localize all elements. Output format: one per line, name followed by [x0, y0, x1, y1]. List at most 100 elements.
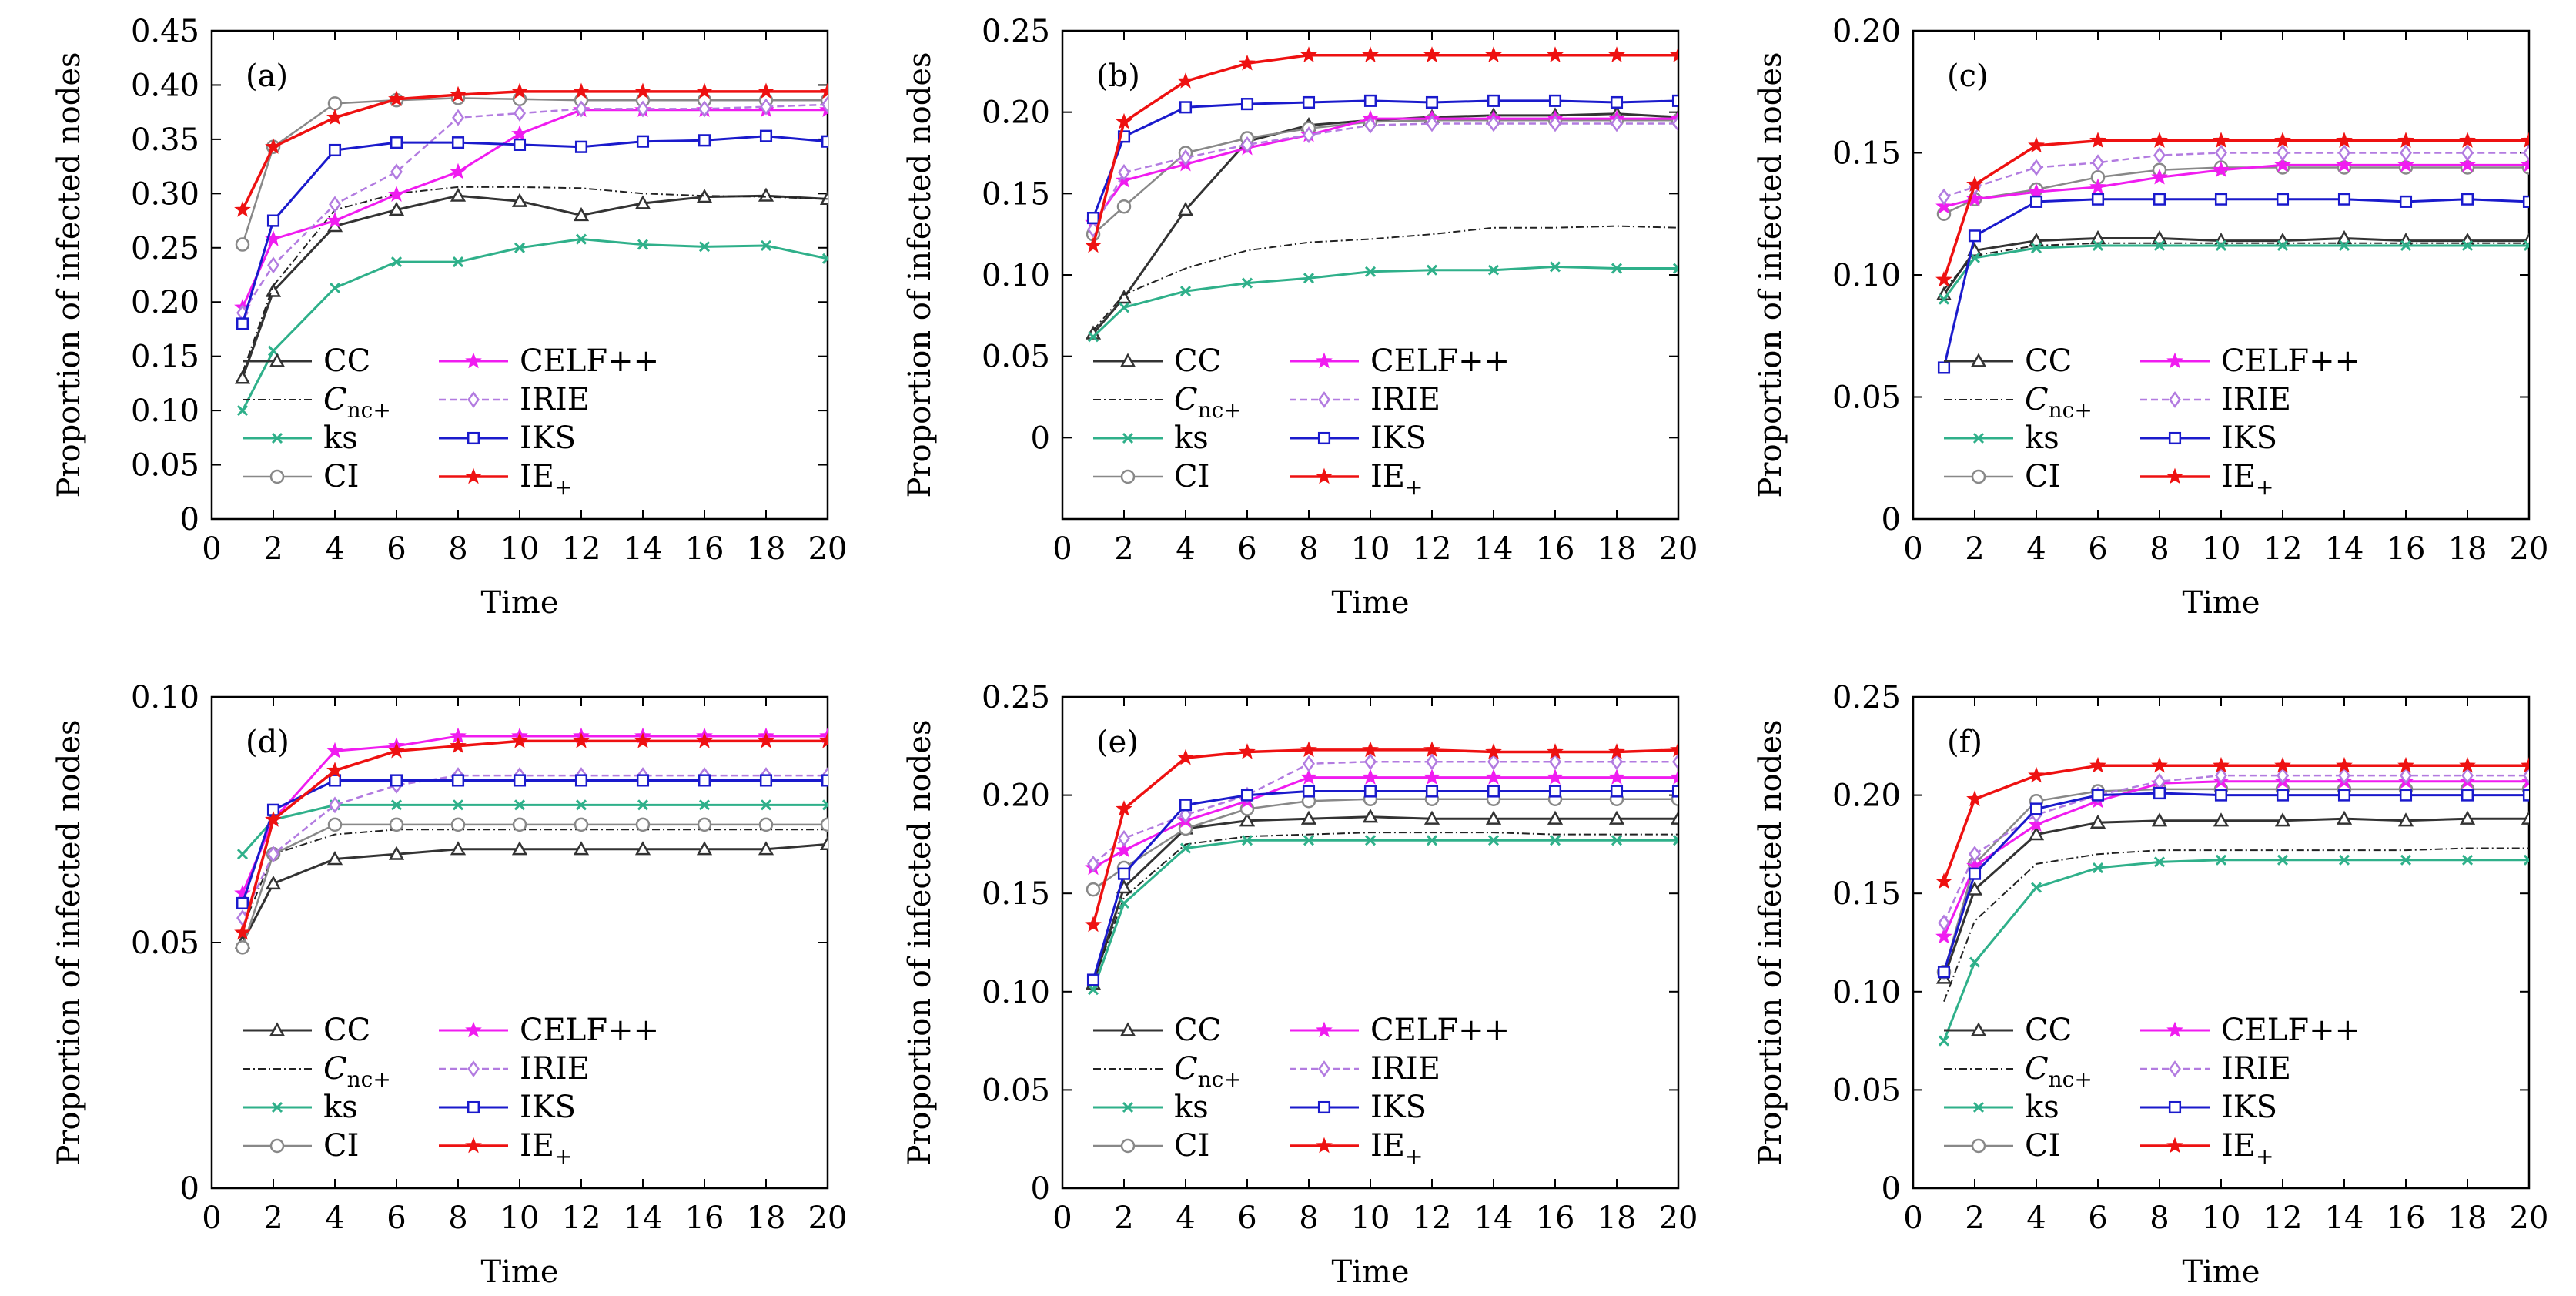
point-irie: [2523, 144, 2529, 162]
x-tick-label: 12: [1413, 531, 1452, 567]
point-irie: [1179, 149, 1192, 166]
point-ie: [634, 732, 651, 748]
point-ie: [1670, 46, 1678, 62]
x-tick-label: 10: [500, 1201, 540, 1236]
point-ie: [1300, 741, 1317, 758]
point-irie: [329, 196, 341, 213]
point-ks: [1969, 956, 1981, 968]
point-cc: [1423, 810, 1440, 825]
point-cc: [450, 187, 467, 202]
point-ks: [514, 799, 526, 811]
point-cc: [1485, 810, 1502, 825]
point-iks: [821, 135, 828, 148]
point-iks: [1363, 785, 1377, 798]
point-irie: [2215, 767, 2227, 785]
x-axis-label: Time: [1331, 585, 1409, 621]
series-line-cc: [1092, 112, 1678, 335]
series-line-cnc: [1092, 832, 1678, 983]
legend-label-ks: ks: [2025, 420, 2059, 456]
point-ie: [2397, 756, 2414, 773]
point-ks: [1549, 261, 1561, 273]
legend-label-iks: IKS: [1370, 420, 1427, 456]
x-tick-label: 20: [808, 1201, 848, 1236]
point-ie: [1670, 741, 1678, 758]
point-ks: [1611, 263, 1623, 274]
point-irie: [2400, 767, 2412, 785]
point-iks: [1548, 785, 1562, 798]
point-cc: [511, 841, 528, 856]
point-ie: [1608, 743, 1625, 759]
y-tick-label: 0: [1031, 1171, 1050, 1207]
x-tick-label: 6: [2088, 531, 2107, 567]
x-tick-label: 14: [624, 1201, 663, 1236]
x-axis-label: Time: [480, 585, 558, 621]
point-ie: [2459, 132, 2476, 148]
point-ci: [697, 817, 712, 832]
x-tick-label: 16: [2387, 1201, 2426, 1236]
point-iks: [698, 774, 711, 787]
legend-label-ci: CI: [1174, 1128, 1209, 1164]
point-ci: [820, 817, 828, 832]
x-tick-label: 2: [1114, 1201, 1133, 1236]
point-irie: [1672, 115, 1678, 132]
point-cc: [1608, 810, 1625, 825]
point-ks: [2523, 854, 2529, 866]
point-irie: [390, 163, 403, 181]
legend-label-ci: CI: [323, 459, 359, 494]
point-iks: [1548, 94, 1562, 107]
x-tick-label: 20: [808, 531, 848, 567]
y-tick-label: 0: [1882, 1171, 1901, 1207]
point-ci: [235, 940, 250, 955]
series-line-cnc: [242, 186, 828, 373]
legend-label-irie: IRIE: [2221, 382, 2291, 417]
point-iks: [2091, 789, 2105, 802]
series-line-iks: [241, 779, 828, 904]
point-irie: [760, 98, 772, 116]
point-iks: [2399, 789, 2413, 802]
point-iks: [636, 135, 650, 148]
legend-label-cnc: Cnc+: [1174, 382, 1242, 423]
legend-label-ks: ks: [1174, 420, 1209, 456]
point-ie: [388, 742, 405, 759]
point-ks: [1672, 835, 1678, 846]
point-ci: [758, 817, 774, 832]
point-iks: [236, 896, 249, 910]
point-cc: [2089, 814, 2106, 829]
legend-label-cc: CC: [323, 1013, 370, 1048]
legend-marker-irie: [467, 1060, 480, 1077]
point-ks: [2400, 239, 2412, 252]
point-ie: [1116, 112, 1132, 129]
point-ks: [2215, 239, 2227, 252]
x-tick-label: 0: [1903, 531, 1922, 567]
point-ks: [2523, 239, 2529, 252]
point-iks: [1179, 101, 1193, 114]
point-ie: [265, 138, 282, 154]
legend-label-irie: IRIE: [2221, 1051, 2291, 1087]
y-tick-label: 0.40: [131, 68, 199, 103]
point-celf: [1547, 769, 1564, 785]
point-irie: [452, 109, 464, 126]
x-tick-label: 8: [2149, 1201, 2169, 1236]
point-irie: [1938, 914, 1950, 932]
point-cc: [819, 836, 828, 851]
legend-label-celf: CELF++: [520, 343, 659, 379]
point-iks: [1425, 95, 1439, 109]
point-celf: [234, 884, 251, 901]
point-iks: [2337, 789, 2351, 802]
x-tick-label: 14: [1474, 531, 1514, 567]
point-irie: [1549, 753, 1561, 771]
point-ks: [1672, 263, 1678, 274]
series-line-ks: [1092, 265, 1678, 338]
point-ie: [2151, 132, 2168, 148]
point-celf: [2521, 156, 2529, 172]
panel-label: (c): [1947, 59, 1989, 94]
point-ie: [1085, 236, 1102, 253]
point-irie: [1969, 846, 1981, 863]
y-tick-label: 0.35: [131, 122, 199, 158]
point-ie: [2336, 132, 2353, 148]
x-tick-label: 20: [1659, 1201, 1698, 1236]
point-celf: [326, 742, 343, 759]
point-ks: [1179, 286, 1192, 297]
